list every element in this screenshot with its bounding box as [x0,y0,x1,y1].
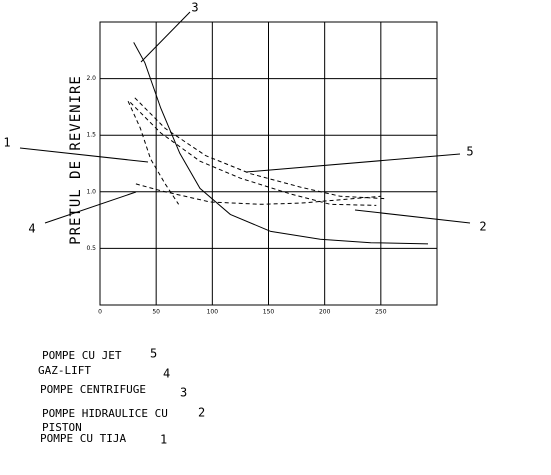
legend-number: 2 [198,406,205,420]
y-tick-label: 0.5 [86,245,96,252]
leader-line [354,209,471,224]
leader-line [245,153,461,173]
series-line [127,100,180,205]
legend-number: 5 [150,347,157,361]
y-tick-label: 1.0 [86,188,96,195]
y-tick-label: 1.5 [86,132,96,139]
series-line [129,102,377,206]
x-tick-label: 50 [152,309,160,316]
legend-number: 3 [180,386,187,400]
legend-label: GAZ-LIFT [38,364,91,377]
series-line [135,183,381,205]
legend-label: POMPE HIDRAULICE CU [42,407,168,420]
x-tick-label: 250 [375,309,387,316]
leader-lines [19,11,471,224]
curve-label: 2 [479,220,486,234]
series-line [133,42,429,245]
x-tick-label: 200 [319,309,331,316]
x-tick-label: 150 [263,309,275,316]
legend-label: POMPE CU TIJA [40,432,126,445]
legend-number: 1 [160,433,167,447]
leader-line [44,191,137,224]
x-tick-label: 0 [98,309,102,316]
y-axis-label: PRETUL DE REVENIRE [68,75,84,245]
series-line [134,97,385,200]
x-tick-label: 100 [207,309,219,316]
legend-label: POMPE CU JET [42,349,122,362]
legend-label: PISTON [42,421,82,434]
curve-label: 3 [191,1,198,15]
leader-line [19,147,149,163]
legend-label: POMPE CENTRIFUGE [40,383,146,396]
legend-number: 4 [163,367,170,381]
leader-line [140,11,191,63]
curve-label: 4 [28,222,35,236]
curve-label: 5 [466,145,473,159]
y-tick-label: 2.0 [86,75,96,82]
curve-label: 1 [3,136,10,150]
